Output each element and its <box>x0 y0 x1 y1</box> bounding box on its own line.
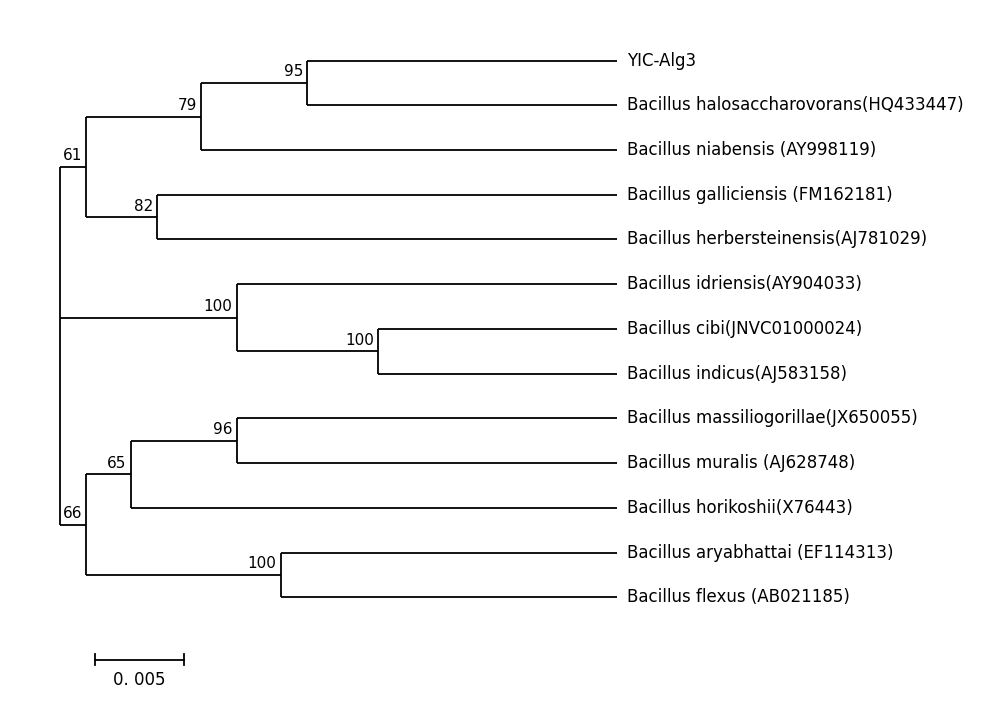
Text: Bacillus idriensis(AY904033): Bacillus idriensis(AY904033) <box>627 275 862 294</box>
Text: Bacillus galliciensis (FM162181): Bacillus galliciensis (FM162181) <box>627 185 893 204</box>
Text: Bacillus horikoshii(X76443): Bacillus horikoshii(X76443) <box>627 499 853 517</box>
Text: Bacillus indicus(AJ583158): Bacillus indicus(AJ583158) <box>627 364 847 382</box>
Text: 65: 65 <box>107 455 126 470</box>
Text: 61: 61 <box>63 148 82 163</box>
Text: Bacillus muralis (AJ628748): Bacillus muralis (AJ628748) <box>627 454 856 472</box>
Text: Bacillus niabensis (AY998119): Bacillus niabensis (AY998119) <box>627 141 877 159</box>
Text: YIC-Alg3: YIC-Alg3 <box>627 52 696 69</box>
Text: 0. 005: 0. 005 <box>113 671 166 689</box>
Text: Bacillus aryabhattai (EF114313): Bacillus aryabhattai (EF114313) <box>627 543 894 561</box>
Text: Bacillus halosaccharovorans(HQ433447): Bacillus halosaccharovorans(HQ433447) <box>627 97 964 115</box>
Text: Bacillus flexus (AB021185): Bacillus flexus (AB021185) <box>627 589 850 606</box>
Text: 96: 96 <box>213 422 232 437</box>
Text: Bacillus cibi(JNVC01000024): Bacillus cibi(JNVC01000024) <box>627 320 863 338</box>
Text: Bacillus herbersteinensis(AJ781029): Bacillus herbersteinensis(AJ781029) <box>627 231 927 248</box>
Text: 100: 100 <box>203 299 232 314</box>
Text: Bacillus massiliogorillae(JX650055): Bacillus massiliogorillae(JX650055) <box>627 410 918 427</box>
Text: 79: 79 <box>178 98 197 113</box>
Text: 82: 82 <box>134 198 153 213</box>
Text: 95: 95 <box>284 64 303 79</box>
Text: 100: 100 <box>345 333 374 348</box>
Text: 100: 100 <box>248 556 276 571</box>
Text: 66: 66 <box>63 506 82 521</box>
